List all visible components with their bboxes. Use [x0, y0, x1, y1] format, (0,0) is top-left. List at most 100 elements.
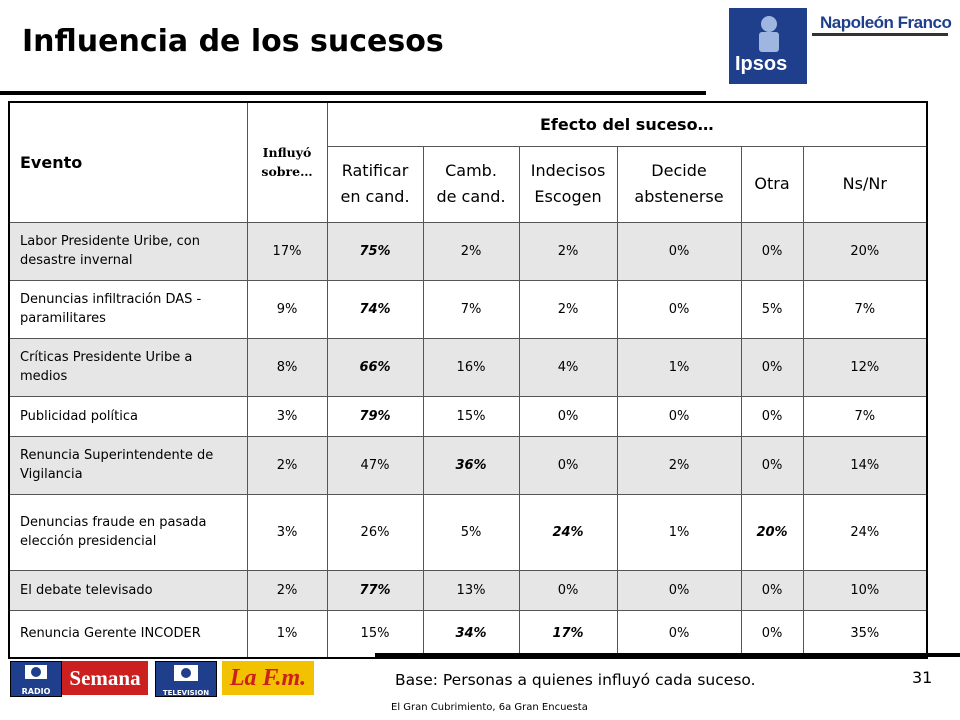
- subheader-2: Indecisos Escogen: [518, 145, 618, 223]
- effect-value: 13%: [422, 569, 520, 611]
- effect-value: 0%: [740, 221, 804, 281]
- subheader-line: Ns/Nr: [842, 174, 887, 193]
- effect-value: 12%: [802, 337, 928, 397]
- event-name: Denuncias infiltración DAS - paramilitar…: [8, 279, 248, 339]
- influyo-value: 9%: [246, 279, 328, 339]
- subheader-3: Decide abstenerse: [616, 145, 742, 223]
- effect-value: 0%: [616, 221, 742, 281]
- effect-value: 47%: [326, 435, 424, 495]
- rcn-tv-emblem-icon: [174, 665, 198, 681]
- rcn-radio-label: RADIO: [21, 687, 51, 696]
- subheader-4: Otra: [740, 145, 804, 223]
- title-divider: [0, 91, 706, 95]
- subheader-line: Camb.: [445, 161, 497, 180]
- influyo-value: 1%: [246, 609, 328, 659]
- effect-value: 0%: [518, 569, 618, 611]
- effect-value: 24%: [802, 493, 928, 571]
- ipsos-figure-icon: [759, 16, 779, 52]
- effect-value: 7%: [422, 279, 520, 339]
- effect-value: 7%: [802, 279, 928, 339]
- bottom-divider: [375, 653, 960, 657]
- event-name: El debate televisado: [8, 569, 248, 611]
- effect-value: 77%: [326, 569, 424, 611]
- influyo-value: 8%: [246, 337, 328, 397]
- effect-value: 74%: [326, 279, 424, 339]
- effect-value: 1%: [616, 493, 742, 571]
- effect-value: 0%: [740, 569, 804, 611]
- semana-logo: Semana: [62, 661, 148, 695]
- subheader-1: Camb. de cand.: [422, 145, 520, 223]
- effect-value: 15%: [422, 395, 520, 437]
- influyo-value: 17%: [246, 221, 328, 281]
- header-influyo-text: Influyó sobre…: [261, 145, 313, 180]
- effect-value: 15%: [326, 609, 424, 659]
- table-row: Denuncias infiltración DAS - paramilitar…: [8, 279, 928, 339]
- influyo-value: 2%: [246, 569, 328, 611]
- effect-value: 10%: [802, 569, 928, 611]
- subheader-line: Ratificar: [341, 161, 409, 180]
- subheader-line: Indecisos: [530, 161, 606, 180]
- effect-value: 5%: [740, 279, 804, 339]
- influyo-value: 2%: [246, 435, 328, 495]
- effect-value: 2%: [518, 221, 618, 281]
- effect-value: 0%: [740, 395, 804, 437]
- effect-value: 20%: [740, 493, 804, 571]
- subheader-line: Decide: [651, 161, 707, 180]
- subheader-0: Ratificar en cand.: [326, 145, 424, 223]
- effect-value: 0%: [740, 435, 804, 495]
- effect-value: 0%: [518, 435, 618, 495]
- header-influyo: Influyó sobre…: [246, 101, 328, 223]
- la-fm-logo: La F.m.: [222, 661, 314, 695]
- effect-value: 0%: [616, 609, 742, 659]
- effect-value: 75%: [326, 221, 424, 281]
- influyo-value: 3%: [246, 395, 328, 437]
- subheader-line: Otra: [754, 174, 790, 193]
- effect-value: 4%: [518, 337, 618, 397]
- rcn-emblem-icon: [25, 665, 47, 679]
- ipsos-logo-text: Ipsos: [735, 53, 788, 75]
- table-row: Labor Presidente Uribe, con desastre inv…: [8, 221, 928, 281]
- effect-value: 0%: [740, 337, 804, 397]
- effect-value: 0%: [616, 569, 742, 611]
- survey-footer: El Gran Cubrimiento, 6a Gran Encuesta: [391, 702, 588, 713]
- effect-value: 0%: [740, 609, 804, 659]
- effect-value: 20%: [802, 221, 928, 281]
- effect-value: 24%: [518, 493, 618, 571]
- effect-value: 2%: [518, 279, 618, 339]
- event-name: Labor Presidente Uribe, con desastre inv…: [8, 221, 248, 281]
- effect-value: 14%: [802, 435, 928, 495]
- rcn-television-logo: TELEVISION: [155, 661, 217, 697]
- napoleon-underline: [812, 33, 948, 36]
- effect-value: 2%: [616, 435, 742, 495]
- effect-value: 35%: [802, 609, 928, 659]
- event-name: Publicidad política: [8, 395, 248, 437]
- page-title: Influencia de los sucesos: [22, 24, 444, 59]
- ipsos-logo: Ipsos: [729, 8, 807, 84]
- influyo-value: 3%: [246, 493, 328, 571]
- base-note: Base: Personas a quienes influyó cada su…: [395, 671, 756, 689]
- subheader-line: de cand.: [436, 187, 506, 206]
- event-name: Denuncias fraude en pasada elección pres…: [8, 493, 248, 571]
- table-row: Denuncias fraude en pasada elección pres…: [8, 493, 928, 571]
- events-table: Evento Influyó sobre… Efecto del suceso……: [8, 101, 929, 659]
- subheader-line: abstenerse: [634, 187, 724, 206]
- effect-value: 2%: [422, 221, 520, 281]
- table-row: Publicidad política 3% 79% 15% 0% 0% 0% 7%: [8, 395, 928, 437]
- table-row: Renuncia Superintendente de Vigilancia 2%…: [8, 435, 928, 495]
- subheader-5: Ns/Nr: [802, 145, 928, 223]
- effect-value: 1%: [616, 337, 742, 397]
- table-row: Renuncia Gerente INCODER 1% 15% 34% 17% 0% 0% 3…: [8, 609, 928, 659]
- effect-value: 0%: [518, 395, 618, 437]
- event-name: Renuncia Superintendente de Vigilancia: [8, 435, 248, 495]
- table-row: El debate televisado 2% 77% 13% 0% 0% 0% 10%: [8, 569, 928, 611]
- rcn-radio-logo: RADIO: [10, 661, 62, 697]
- event-name: Renuncia Gerente INCODER: [8, 609, 248, 659]
- effect-value: 66%: [326, 337, 424, 397]
- table-row: Críticas Presidente Uribe a medios 8% 66% 1…: [8, 337, 928, 397]
- header-efecto: Efecto del suceso…: [326, 101, 928, 147]
- effect-value: 7%: [802, 395, 928, 437]
- page-number: 31: [912, 668, 933, 687]
- effect-value: 0%: [616, 395, 742, 437]
- event-name: Críticas Presidente Uribe a medios: [8, 337, 248, 397]
- effect-value: 36%: [422, 435, 520, 495]
